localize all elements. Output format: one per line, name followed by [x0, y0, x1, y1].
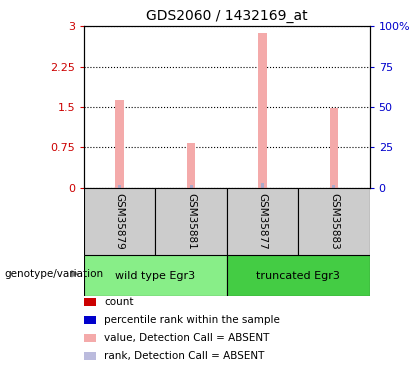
Bar — [261, 183, 264, 188]
FancyBboxPatch shape — [298, 188, 370, 255]
FancyBboxPatch shape — [84, 188, 155, 255]
FancyBboxPatch shape — [155, 188, 227, 255]
Bar — [258, 33, 267, 188]
Text: wild type Egr3: wild type Egr3 — [116, 271, 195, 280]
FancyBboxPatch shape — [227, 188, 298, 255]
Text: truncated Egr3: truncated Egr3 — [256, 271, 340, 280]
Bar — [330, 108, 338, 188]
Bar — [118, 185, 121, 188]
FancyBboxPatch shape — [84, 255, 227, 296]
Text: GSM35881: GSM35881 — [186, 193, 196, 250]
Bar — [116, 100, 124, 188]
Text: GSM35877: GSM35877 — [257, 193, 268, 250]
Text: GDS2060 / 1432169_at: GDS2060 / 1432169_at — [146, 9, 307, 23]
Text: percentile rank within the sample: percentile rank within the sample — [104, 315, 280, 325]
Bar — [187, 143, 195, 188]
Text: rank, Detection Call = ABSENT: rank, Detection Call = ABSENT — [104, 351, 265, 361]
Text: genotype/variation: genotype/variation — [4, 269, 103, 279]
Text: value, Detection Call = ABSENT: value, Detection Call = ABSENT — [104, 333, 270, 343]
FancyBboxPatch shape — [227, 255, 370, 296]
Text: count: count — [104, 297, 134, 307]
Text: GSM35883: GSM35883 — [329, 193, 339, 250]
Text: GSM35879: GSM35879 — [115, 193, 125, 250]
Bar — [189, 185, 193, 188]
Bar — [332, 185, 336, 188]
